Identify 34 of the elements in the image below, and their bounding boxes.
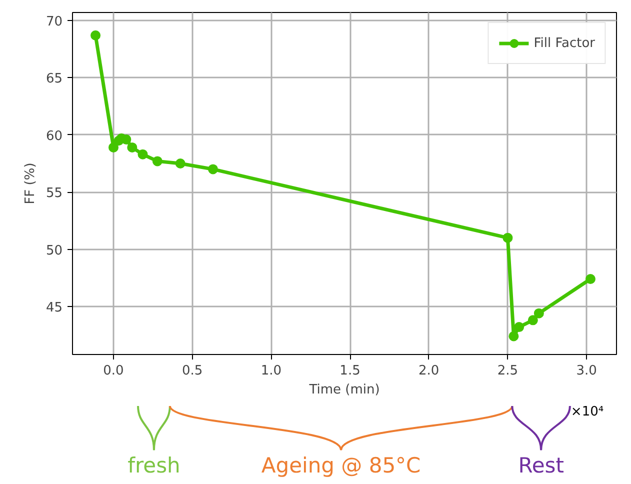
point xyxy=(138,149,148,160)
y-axis-title: FF (%) xyxy=(22,162,38,204)
y-tick-label: 50 xyxy=(46,243,63,258)
point xyxy=(127,142,138,152)
text: Rest xyxy=(518,453,564,478)
text: fresh xyxy=(128,453,180,478)
legend-label: Fill Factor xyxy=(534,36,595,50)
y-tick-label: 55 xyxy=(46,186,63,202)
point xyxy=(108,142,118,152)
x-axis-title: Time (min) xyxy=(308,382,380,398)
x-tick-label: 0.5 xyxy=(182,364,203,378)
x-tick-label: 1.5 xyxy=(340,364,360,378)
x-tick-label: 2.5 xyxy=(497,364,518,378)
point xyxy=(121,134,132,144)
point xyxy=(534,308,544,318)
point xyxy=(502,232,513,243)
point xyxy=(175,158,186,168)
point xyxy=(585,274,596,284)
point xyxy=(208,164,218,174)
x-tick-label: 0.0 xyxy=(103,364,124,378)
point xyxy=(90,30,101,40)
text: ×10⁴ xyxy=(570,404,604,420)
y-tick-label: 65 xyxy=(46,72,63,87)
y-tick-label: 70 xyxy=(46,14,63,30)
text: Ageing @ 85°C xyxy=(261,453,421,478)
y-tick-label: 60 xyxy=(46,128,63,144)
point xyxy=(528,315,538,326)
point xyxy=(152,156,162,166)
x-tick-label: 3.0 xyxy=(576,364,597,378)
x-tick-label: 1.0 xyxy=(260,364,282,378)
y-tick-label: 45 xyxy=(46,300,63,316)
point xyxy=(514,322,524,332)
point xyxy=(508,331,519,342)
x-tick-label: 2.0 xyxy=(418,364,440,378)
